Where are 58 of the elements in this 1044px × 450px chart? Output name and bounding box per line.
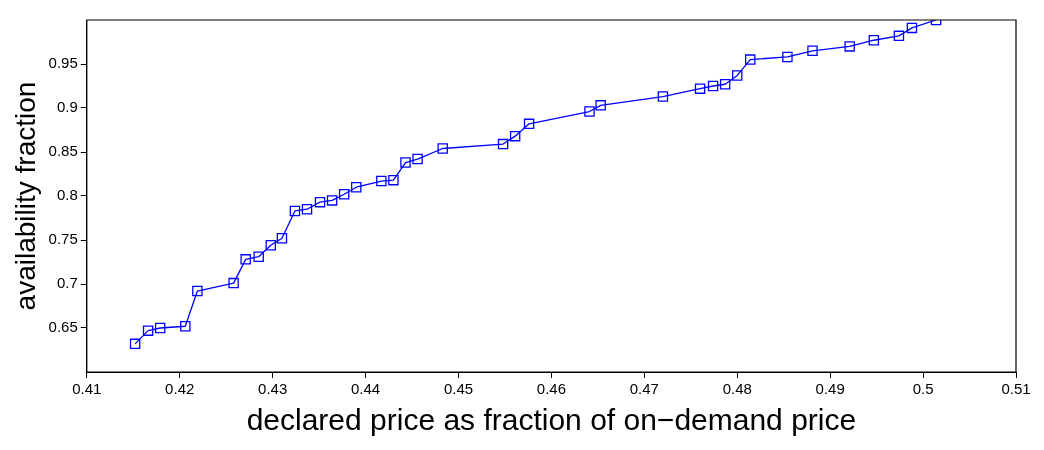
y-tick-label: 0.85	[48, 142, 78, 160]
x-tick-label: 0.48	[722, 380, 752, 398]
point	[782, 51, 793, 63]
x-tick-label: 0.49	[815, 380, 845, 398]
y-tick-label: 0.95	[48, 54, 78, 72]
x-tick-label: 0.42	[165, 380, 195, 398]
x-tick-label: 0.43	[258, 380, 288, 398]
point	[289, 205, 301, 217]
point	[497, 138, 509, 150]
point	[707, 80, 719, 92]
y-axis-title: availability fraction	[9, 81, 41, 311]
point	[657, 91, 669, 102]
point	[509, 130, 521, 142]
point	[154, 322, 166, 334]
y-tick-label: 0.7	[56, 274, 78, 292]
point	[595, 100, 606, 111]
point	[276, 232, 288, 244]
x-tick-label: 0.46	[536, 380, 566, 398]
point	[437, 143, 448, 154]
y-tick-label: 0.9	[56, 98, 78, 116]
point	[376, 175, 387, 187]
point	[338, 188, 350, 200]
point	[301, 203, 313, 215]
x-tick-label: 0.47	[629, 380, 659, 398]
x-tick-label: 0.45	[443, 380, 474, 398]
x-tick-label: 0.5	[912, 380, 934, 398]
point	[694, 83, 706, 94]
point	[412, 153, 423, 165]
y-tick-label: 0.8	[56, 186, 78, 204]
point	[807, 45, 818, 57]
point	[388, 174, 399, 186]
point	[265, 240, 277, 251]
point	[228, 277, 239, 289]
point	[240, 254, 251, 265]
point	[731, 70, 743, 81]
point	[253, 251, 264, 262]
point	[523, 118, 535, 130]
point	[142, 325, 154, 336]
point	[314, 196, 326, 208]
point	[192, 285, 203, 297]
x-tick-label: 0.51	[1001, 380, 1031, 398]
x-axis-title: declared price as fraction of on−demand price	[246, 403, 857, 437]
point	[180, 320, 191, 332]
y-tick-label: 0.65	[48, 318, 78, 336]
point	[844, 41, 855, 52]
point	[129, 338, 141, 350]
point	[719, 78, 731, 90]
point	[906, 22, 918, 34]
x-tick-label: 0.41	[72, 380, 102, 398]
point	[868, 34, 880, 46]
point	[893, 30, 905, 42]
x-tick-label: 0.44	[350, 380, 381, 398]
point	[400, 157, 411, 168]
point	[351, 181, 362, 193]
y-tick-label: 0.75	[48, 230, 78, 248]
point	[745, 54, 756, 65]
point	[584, 106, 595, 117]
point	[326, 195, 338, 206]
